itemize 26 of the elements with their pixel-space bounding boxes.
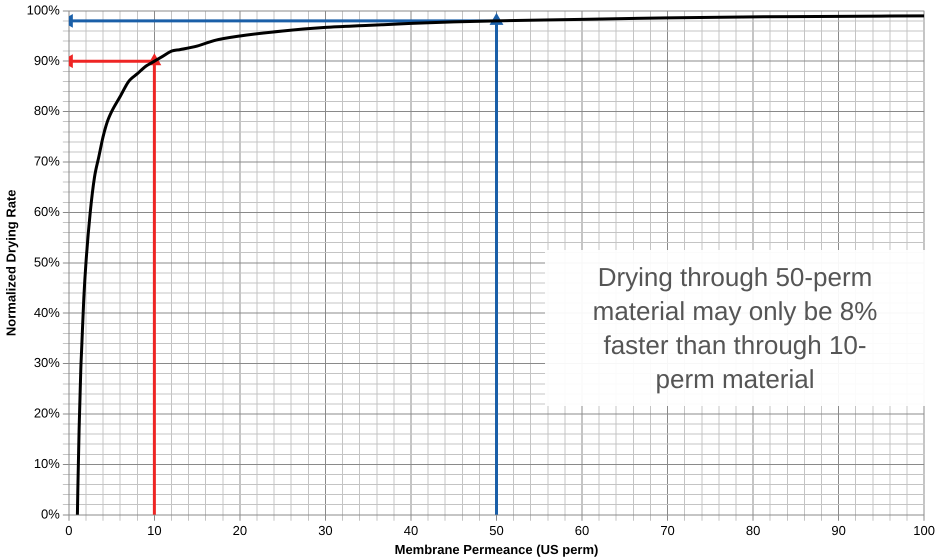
x-tick-label: 100 [913,523,936,538]
y-tick-label: 40% [34,304,60,320]
x-tick-label: 10 [147,523,162,538]
x-tick-label: 50 [489,523,504,538]
x-tick-label: 0 [65,523,72,538]
y-tick-label: 30% [34,355,60,370]
x-tick-label: 90 [831,523,846,538]
y-tick-label: 80% [34,103,60,118]
annotation: Drying through 50-perm material may only be 8% faster than through 10-perm material [592,261,878,396]
x-axis-title: Membrane Permeance (US perm) [394,542,598,557]
y-tick-label: 70% [34,154,60,169]
y-tick-label: 90% [34,52,60,68]
x-tick-label: 80 [746,523,760,538]
y-tick-label: 0% [41,506,60,522]
y-tick-label: 10% [34,456,60,471]
y-tick-label: 50% [34,254,60,270]
y-tick-label: 60% [34,204,60,219]
y-axis-title: Normalized Drying Rate [3,189,18,336]
y-tick-label: 100% [26,2,60,18]
y-tick-label: 20% [34,406,60,421]
x-tick-label: 20 [232,523,248,538]
x-tick-label: 60 [574,523,590,538]
x-tick-label: 70 [660,523,675,538]
x-tick-label: 30 [318,523,333,538]
x-tick-label: 40 [404,523,418,538]
line-series [76,14,924,515]
